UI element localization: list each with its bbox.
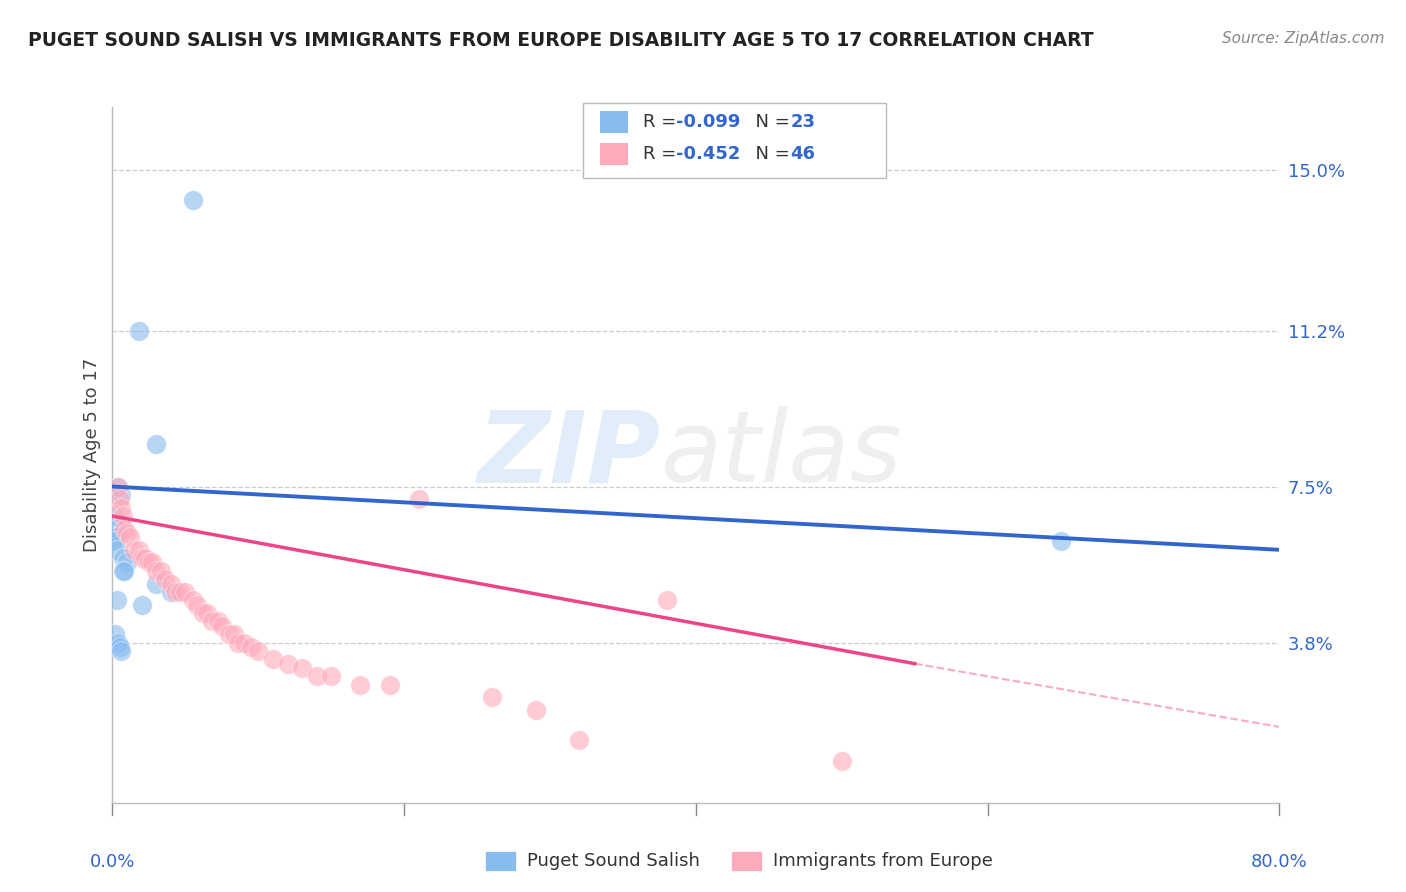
Point	[831, 754, 853, 768]
Point	[105, 522, 128, 536]
Text: 46: 46	[790, 145, 815, 163]
Text: Source: ZipAtlas.com: Source: ZipAtlas.com	[1222, 31, 1385, 46]
Point	[110, 488, 132, 502]
Text: R =: R =	[643, 145, 682, 163]
Point	[115, 556, 138, 570]
Point	[174, 585, 197, 599]
Text: N =: N =	[744, 145, 796, 163]
Point	[141, 556, 163, 570]
Point	[247, 644, 270, 658]
Point	[262, 652, 284, 666]
Point	[160, 576, 183, 591]
Point	[181, 193, 204, 207]
Point	[107, 479, 129, 493]
Point	[107, 635, 129, 649]
Text: ZIP: ZIP	[478, 407, 661, 503]
Point	[112, 522, 135, 536]
Point	[153, 572, 176, 586]
Text: PUGET SOUND SALISH VS IMMIGRANTS FROM EUROPE DISABILITY AGE 5 TO 17 CORRELATION : PUGET SOUND SALISH VS IMMIGRANTS FROM EU…	[28, 31, 1094, 50]
Point	[104, 627, 127, 641]
Point	[128, 542, 150, 557]
Point	[112, 564, 135, 578]
Text: 23: 23	[790, 113, 815, 131]
Text: -0.099: -0.099	[676, 113, 741, 131]
Point	[138, 556, 160, 570]
Point	[305, 669, 328, 683]
Text: R =: R =	[643, 113, 682, 131]
Point	[195, 606, 218, 620]
Point	[1049, 534, 1071, 549]
Point	[218, 627, 240, 641]
Point	[131, 598, 153, 612]
Point	[655, 593, 678, 607]
Point	[107, 479, 129, 493]
Point	[134, 551, 156, 566]
Point	[222, 627, 245, 641]
Point	[124, 542, 146, 557]
Point	[105, 593, 128, 607]
Point	[145, 576, 167, 591]
Point	[128, 324, 150, 338]
Point	[240, 640, 263, 654]
Point	[165, 585, 187, 599]
Point	[145, 564, 167, 578]
Point	[111, 509, 134, 524]
Point	[321, 669, 343, 683]
Point	[108, 640, 131, 654]
Point	[378, 678, 401, 692]
Point	[131, 551, 153, 566]
Text: Immigrants from Europe: Immigrants from Europe	[773, 852, 993, 870]
Point	[226, 635, 249, 649]
Point	[408, 492, 430, 507]
Point	[349, 678, 371, 692]
Point	[111, 564, 134, 578]
Text: N =: N =	[744, 113, 796, 131]
Point	[110, 500, 132, 515]
Point	[481, 690, 503, 705]
Point	[108, 492, 131, 507]
Point	[110, 644, 132, 658]
Point	[524, 703, 547, 717]
Point	[291, 661, 314, 675]
Point	[169, 585, 191, 599]
Point	[105, 542, 128, 557]
Point	[207, 615, 229, 629]
Point	[118, 530, 141, 544]
Point	[104, 530, 127, 544]
Point	[276, 657, 298, 671]
Point	[160, 585, 183, 599]
Text: -0.452: -0.452	[676, 145, 741, 163]
Point	[232, 635, 254, 649]
Point	[181, 593, 204, 607]
Point	[186, 598, 208, 612]
Text: atlas: atlas	[661, 407, 903, 503]
Point	[211, 618, 233, 632]
Text: Puget Sound Salish: Puget Sound Salish	[527, 852, 700, 870]
Point	[568, 732, 591, 747]
Point	[104, 509, 127, 524]
Point	[115, 525, 138, 540]
Point	[145, 437, 167, 451]
Point	[201, 615, 224, 629]
Point	[149, 564, 172, 578]
Point	[191, 606, 214, 620]
Text: 80.0%: 80.0%	[1251, 854, 1308, 871]
Point	[103, 534, 125, 549]
Text: 0.0%: 0.0%	[90, 854, 135, 871]
Point	[111, 551, 134, 566]
Y-axis label: Disability Age 5 to 17: Disability Age 5 to 17	[83, 358, 101, 552]
